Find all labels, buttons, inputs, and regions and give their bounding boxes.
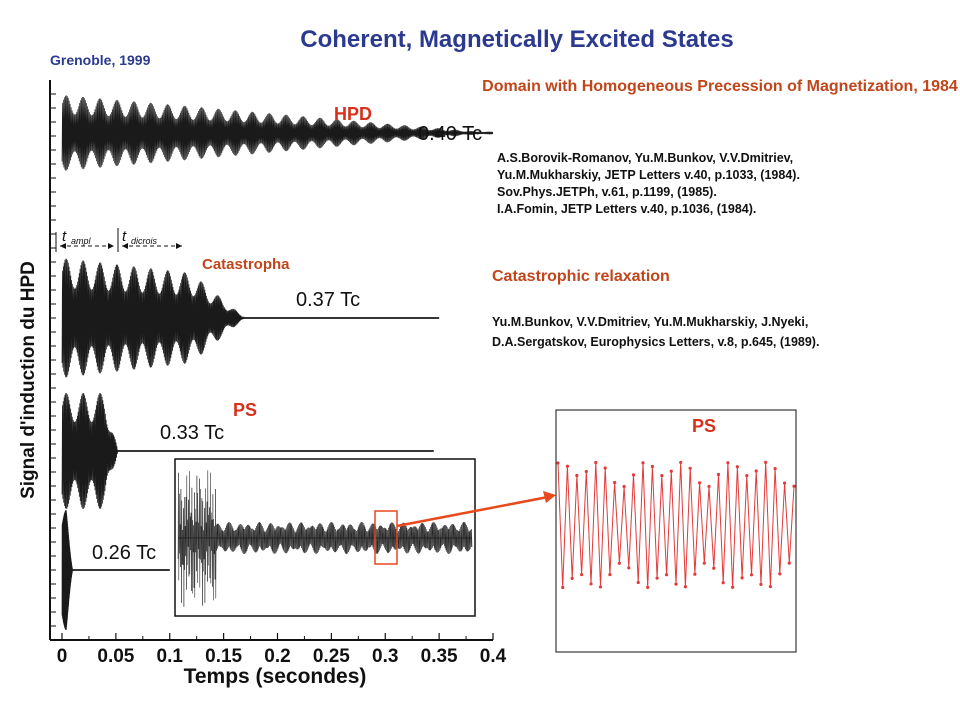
x-tick-label: 0.35 bbox=[421, 646, 458, 667]
catastropha-label: Catastropha bbox=[202, 256, 290, 273]
zoom-sample-point bbox=[655, 576, 659, 580]
x-tick-label: 0 bbox=[57, 646, 68, 667]
zoom-sample-point bbox=[660, 473, 664, 478]
x-tick-label: 0.4 bbox=[480, 646, 507, 667]
t-ampl-label: t bbox=[62, 228, 67, 245]
location-label: Grenoble, 1999 bbox=[50, 52, 151, 68]
zoom-sample-point bbox=[669, 469, 673, 473]
zoom-sample-point bbox=[745, 474, 749, 478]
x-axis-label: Temps (secondes) bbox=[184, 665, 367, 688]
zoom-sample-point bbox=[782, 481, 787, 485]
zoom-sample-point bbox=[570, 576, 574, 580]
zoom-sample-point bbox=[787, 561, 791, 565]
catastrophic-references: Yu.M.Bunkov, V.V.Dmitriev, Yu.M.Mukharsk… bbox=[492, 312, 819, 352]
series-label: 0.26 Tc bbox=[92, 542, 156, 564]
zoom-arrow-head bbox=[543, 491, 556, 503]
ps-label: PS bbox=[233, 400, 258, 420]
zoom-sample-point bbox=[773, 467, 777, 471]
hpd-ref-line: Yu.M.Mukharskiy, JETP Letters v.40, p.10… bbox=[497, 168, 800, 182]
zoom-sample-point bbox=[693, 572, 697, 576]
series-label: 0.33 Tc bbox=[160, 422, 224, 444]
catastrophic-ref-line: D.A.Sergatskov, Europhysics Letters, v.8… bbox=[492, 335, 820, 349]
zoom-sample-point bbox=[636, 580, 640, 585]
ps-inset-plot bbox=[174, 458, 476, 617]
zoom-sample-point bbox=[754, 469, 758, 473]
t-dicrois-subscript: dicrois bbox=[131, 236, 158, 246]
series-label: 0.37 Tc bbox=[296, 289, 360, 311]
signal-trace bbox=[61, 95, 494, 171]
zoom-sample-point bbox=[726, 461, 730, 465]
t-dicrois-label: t bbox=[122, 228, 127, 245]
zoom-sample-point bbox=[580, 572, 584, 577]
zoom-sample-point bbox=[768, 585, 773, 589]
zoom-arrow bbox=[396, 495, 549, 528]
zoom-sample-point bbox=[561, 585, 565, 590]
zoom-sample-point bbox=[598, 585, 603, 589]
zoom-sample-point bbox=[688, 466, 692, 470]
zoom-sample-point bbox=[721, 581, 725, 585]
x-tick-label: 0.1 bbox=[157, 646, 184, 667]
zoom-sample-point bbox=[589, 582, 593, 586]
zoom-sample-point bbox=[631, 473, 636, 477]
zoom-sample-point bbox=[759, 582, 763, 586]
hpd-ref-line: Sov.Phys.JETPh, v.61, p.1199, (1985). bbox=[497, 185, 717, 199]
x-tick-label: 0.05 bbox=[97, 646, 134, 667]
zoom-sample-point bbox=[584, 469, 588, 474]
zoom-sample-point bbox=[702, 561, 706, 565]
page-title: Coherent, Magnetically Excited States bbox=[300, 26, 734, 53]
zoom-sample-point bbox=[641, 461, 645, 465]
hpd-ref-line: A.S.Borovik-Romanov, Yu.M.Bunkov, V.V.Dm… bbox=[497, 151, 794, 165]
hpd-ref-line: I.A.Fomin, JETP Letters v.40, p.1036, (1… bbox=[497, 202, 757, 216]
x-tick-label: 0.15 bbox=[205, 646, 242, 667]
y-axis-label: Signal d'induction du HPD bbox=[18, 261, 39, 499]
zoom-sample-point bbox=[679, 460, 683, 465]
zoom-sample-point bbox=[664, 573, 669, 577]
zoom-sample-point bbox=[627, 566, 631, 570]
t-ampl-subscript: ampl bbox=[71, 236, 92, 246]
hpd-label: HPD bbox=[334, 104, 373, 124]
zoom-sample-point bbox=[712, 566, 716, 570]
zoom-sample-point bbox=[608, 572, 612, 577]
x-tick-label: 0.2 bbox=[264, 646, 290, 667]
zoom-sample-point bbox=[792, 484, 796, 488]
zoom-sample-point bbox=[735, 465, 739, 469]
zoom-sample-point bbox=[622, 484, 626, 489]
zoom-sample-point bbox=[674, 582, 678, 586]
zoom-sample-point bbox=[778, 572, 782, 576]
zoom-sample-point bbox=[565, 464, 570, 468]
zoom-sample-point bbox=[613, 480, 617, 485]
hpd-heading: Domain with Homogeneous Precession of Ma… bbox=[482, 78, 958, 95]
zoom-sample-point bbox=[764, 460, 768, 464]
inset-signal-trace bbox=[177, 470, 473, 607]
zoom-sample-point bbox=[683, 585, 688, 589]
zoom-sample-point bbox=[617, 561, 621, 565]
zoom-sample-point bbox=[603, 466, 607, 470]
zoom-sample-point bbox=[556, 461, 560, 465]
zoom-sample-point bbox=[716, 472, 721, 477]
hpd-references: A.S.Borovik-Romanov, Yu.M.Bunkov, V.V.Dm… bbox=[497, 150, 800, 218]
zoom-sample-point bbox=[646, 585, 650, 589]
zoom-sample-point bbox=[698, 481, 702, 485]
zoom-sample-point bbox=[575, 473, 579, 478]
series-label: 0.40 Tc bbox=[418, 123, 482, 145]
zoom-sample-point bbox=[749, 573, 754, 577]
zoom-sample-point bbox=[740, 576, 744, 580]
time-markers: t ampl t dicrois bbox=[55, 228, 182, 252]
zoom-region-box bbox=[374, 510, 398, 565]
zoom-sample-point bbox=[594, 460, 598, 465]
x-tick-label: 0.3 bbox=[372, 646, 398, 667]
zoom-sample-point bbox=[731, 585, 735, 589]
zoom-sample-point bbox=[707, 484, 711, 489]
x-tick-label: 0.25 bbox=[313, 646, 350, 667]
ps-zoom-plot bbox=[555, 409, 797, 653]
ps-zoom-label: PS bbox=[692, 416, 717, 436]
catastrophic-heading: Catastrophic relaxation bbox=[492, 268, 670, 285]
catastrophic-ref-line: Yu.M.Bunkov, V.V.Dmitriev, Yu.M.Mukharsk… bbox=[492, 315, 809, 329]
zoom-sample-point bbox=[650, 464, 655, 469]
